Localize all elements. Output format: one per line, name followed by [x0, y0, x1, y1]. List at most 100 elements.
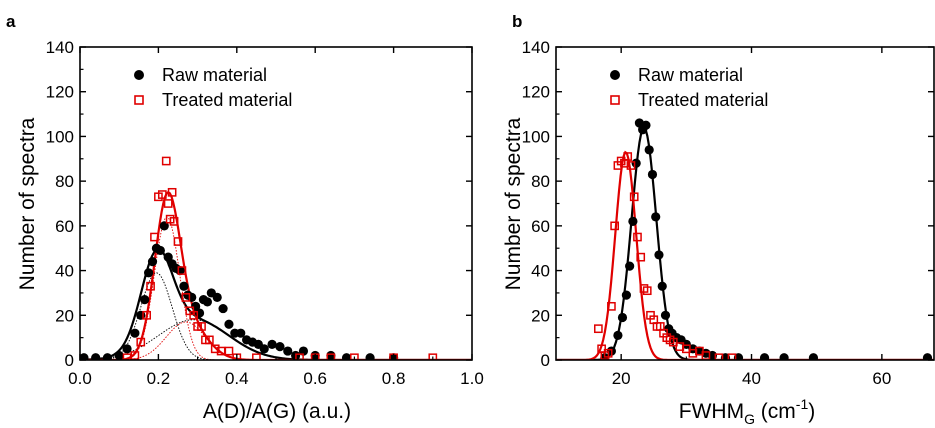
- point-a-raw-42: [365, 353, 375, 360]
- x-tick-label-a-2: 0.4: [225, 369, 249, 388]
- point-a-raw-7: [140, 295, 150, 305]
- y-tick-label-a-2: 40: [55, 262, 74, 281]
- point-a-raw-35: [275, 341, 285, 352]
- point-b-treated-29: [714, 353, 724, 360]
- legend-marker-raw-b: [610, 70, 620, 80]
- legend-marker-treated-a: [134, 95, 144, 105]
- point-b-treated-4: [607, 301, 616, 311]
- y-axis-label-a: Number of spectra: [16, 117, 39, 290]
- point-b-raw-4: [621, 290, 631, 300]
- x-tick-label-a-3: 0.6: [303, 369, 327, 388]
- point-a-raw-38: [298, 346, 309, 356]
- point-a-treated-26: [252, 353, 261, 360]
- point-b-treated-5: [610, 221, 620, 231]
- legend-marker-treated-b: [610, 95, 620, 105]
- point-a-raw-25: [212, 292, 222, 302]
- point-a-treated-15: [181, 293, 191, 302]
- point-b-raw-28: [759, 353, 770, 360]
- point-a-raw-33: [259, 344, 269, 354]
- point-a-treated-1: [130, 351, 140, 360]
- y-tick-label-a-1: 20: [55, 306, 74, 325]
- point-a-treated-14: [177, 266, 187, 275]
- point-b-raw-3: [617, 312, 628, 323]
- x-axis-label-b: FWHMG (cm-1): [679, 396, 815, 427]
- axes-b: 20 40 60 0 20 40 60 80 100 120 140: [522, 38, 935, 388]
- legend-b: Raw material Treated material: [610, 65, 768, 110]
- point-a-treated-22: [210, 344, 220, 354]
- y-tick-label-b-4: 80: [531, 172, 550, 191]
- point-a-raw-26: [218, 303, 228, 314]
- point-a-treated-5: [150, 232, 159, 242]
- point-b-raw-10: [641, 120, 651, 130]
- x-tick-label-b-2: 60: [872, 369, 891, 388]
- y-tick-label-b-2: 40: [531, 262, 550, 281]
- panel-label-a: a: [6, 12, 16, 31]
- x-axis-label-b-superscript: -1: [796, 396, 809, 412]
- point-a-raw-0: [80, 353, 89, 360]
- y-tick-label-a-4: 80: [55, 172, 74, 191]
- point-a-treated-32: [428, 353, 438, 360]
- point-b-treated-13: [636, 252, 646, 262]
- point-b-treated-10: [626, 161, 636, 170]
- point-b-treated-27: [695, 346, 704, 356]
- point-a-raw-23: [202, 297, 212, 307]
- point-b-raw-11: [644, 145, 654, 155]
- y-tick-label-b-0: 0: [541, 351, 550, 370]
- point-b-raw-30: [808, 353, 819, 360]
- legend-a: Raw material Treated material: [134, 65, 292, 110]
- point-a-treated-27: [295, 353, 304, 360]
- point-a-treated-4: [146, 281, 155, 291]
- point-a-treated-7: [157, 190, 167, 199]
- point-a-treated-30: [350, 353, 359, 360]
- y-tick-label-b-1: 20: [531, 306, 550, 325]
- x-axis-label-b-main: FWHM: [679, 400, 744, 423]
- y-tick-label-b-3: 60: [531, 217, 550, 236]
- point-b-raw-7: [631, 158, 641, 168]
- point-b-raw-13: [651, 212, 661, 222]
- x-tick-label-b-1: 40: [742, 369, 761, 388]
- x-axis-label-b-close: ): [808, 400, 815, 423]
- point-b-treated-12: [633, 232, 642, 242]
- y-tick-label-b-7: 140: [522, 38, 550, 57]
- point-b-raw-12: [647, 169, 658, 180]
- point-a-treated-2: [136, 337, 146, 347]
- point-a-treated-3: [142, 310, 151, 320]
- point-a-raw-29: [236, 328, 246, 338]
- point-a-raw-2: [102, 353, 113, 360]
- panel-label-b: b: [512, 12, 522, 31]
- point-a-treated-11: [167, 187, 177, 197]
- point-b-raw-16: [660, 310, 671, 320]
- point-b-raw-14: [654, 250, 664, 260]
- plot-marks-b: [556, 118, 934, 360]
- y-tick-label-a-0: 0: [65, 351, 74, 370]
- y-tick-label-a-6: 120: [46, 83, 74, 102]
- point-b-treated-15: [642, 286, 652, 296]
- y-tick-label-a-7: 140: [46, 38, 74, 57]
- point-a-raw-13: [163, 252, 173, 262]
- point-a-treated-12: [169, 217, 179, 226]
- legend-label-treated-b: Treated material: [638, 90, 768, 110]
- x-axis-label-b-subscript: G: [744, 411, 755, 427]
- point-b-treated-30: [727, 353, 737, 360]
- point-a-treated-24: [224, 346, 234, 356]
- plot-area-a: [80, 156, 472, 360]
- point-a-raw-34: [267, 339, 277, 349]
- x-tick-label-a-4: 0.8: [382, 369, 406, 388]
- point-a-treated-17: [189, 310, 199, 320]
- point-a-raw-41: [341, 353, 352, 360]
- point-b-raw-6: [628, 216, 638, 226]
- point-b-treated-11: [629, 192, 639, 202]
- point-a-raw-1: [91, 353, 101, 360]
- panel-a: 0.0 0.2 0.4 0.6 0.8 1.0 0 20 40 60 80 100 120 140 a A…: [6, 12, 484, 423]
- point-b-treated-3: [603, 348, 613, 358]
- x-axis-label-b-unit: (cm: [755, 400, 796, 423]
- point-b-treated-9: [623, 152, 633, 161]
- point-a-raw-12: [159, 221, 169, 231]
- point-b-raw-2: [613, 330, 623, 341]
- fit-curve-a-1: [80, 190, 472, 360]
- x-tick-label-a-5: 1.0: [460, 369, 484, 388]
- point-a-treated-13: [173, 237, 183, 246]
- x-tick-label-b-0: 20: [612, 369, 631, 388]
- point-a-raw-5: [130, 328, 140, 338]
